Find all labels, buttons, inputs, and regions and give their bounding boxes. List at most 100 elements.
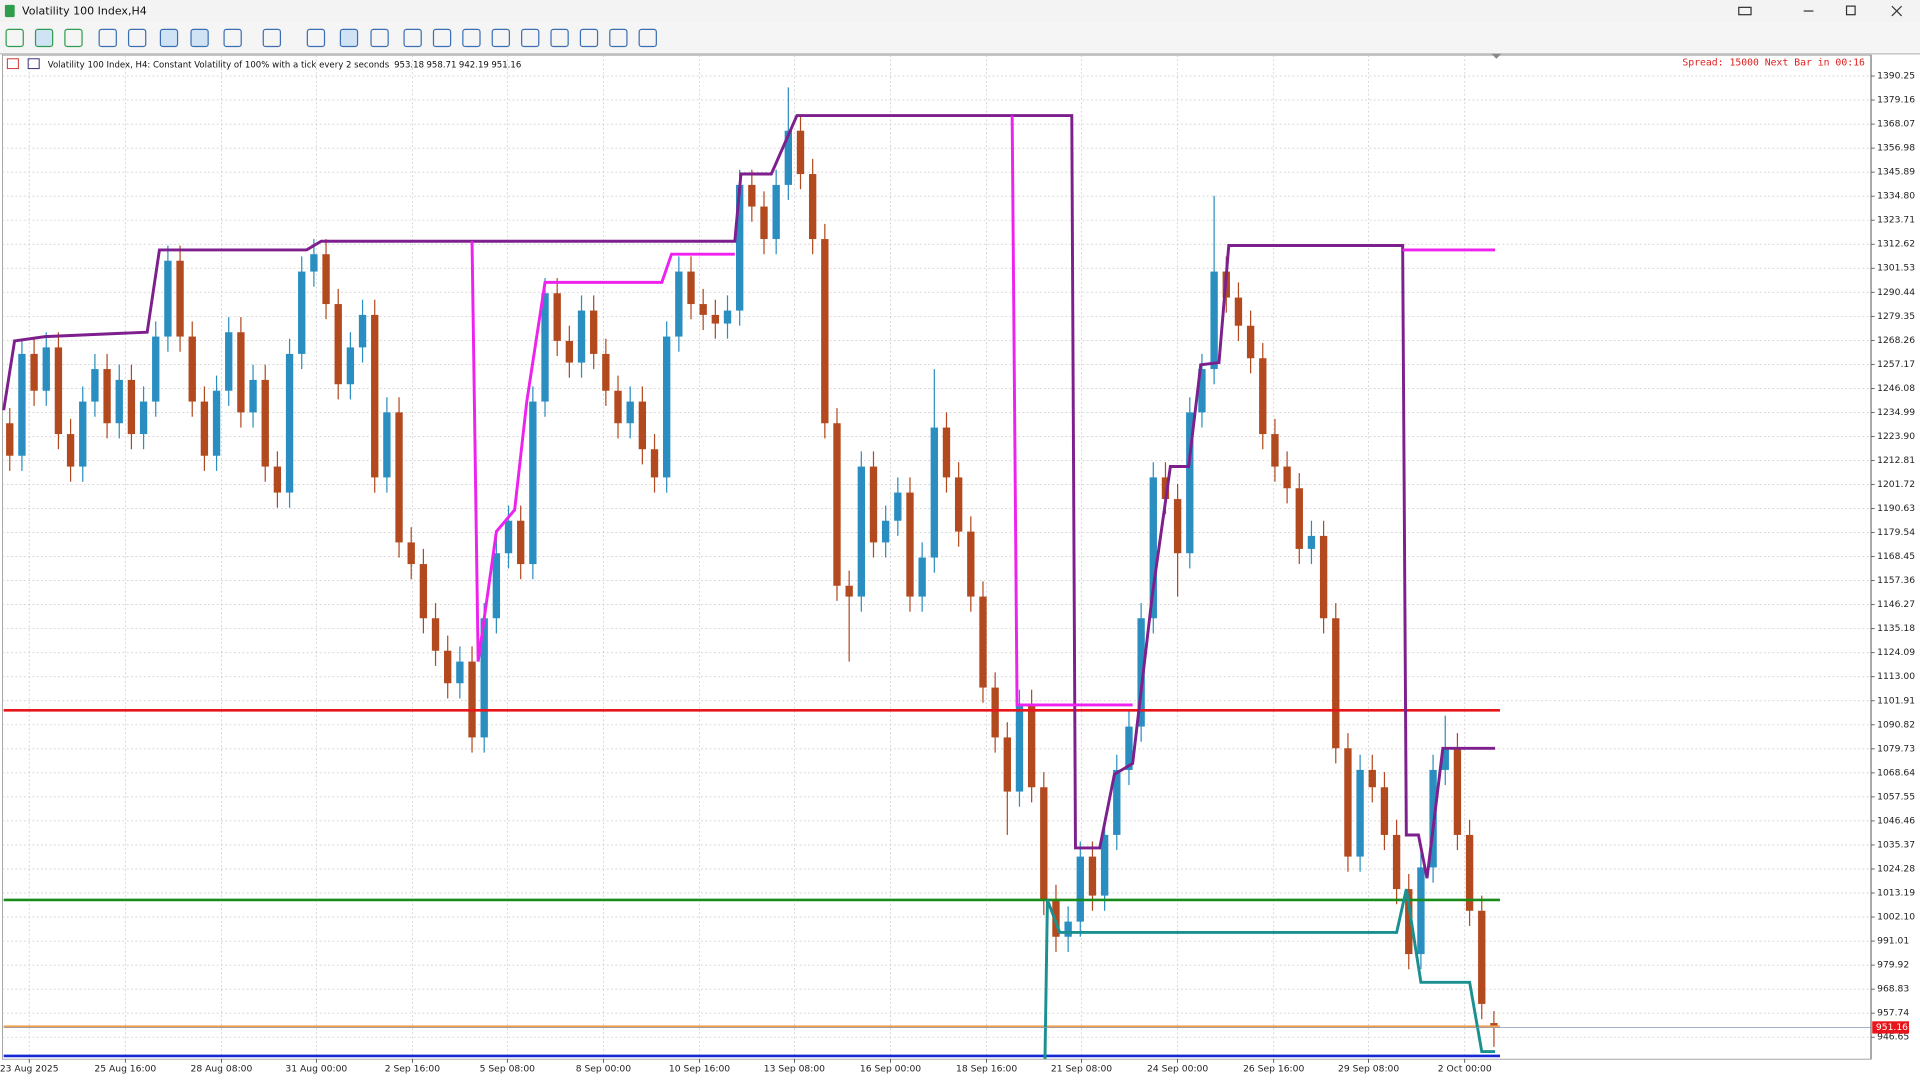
x-tick-label: 31 Aug 00:00 [285,1063,347,1074]
toolbar-button[interactable] [127,28,147,48]
candle-body [991,687,999,738]
maximize-button[interactable] [1845,5,1856,16]
candle-body [371,314,379,478]
candle-body [1356,769,1364,857]
toolbar-button[interactable] [5,28,24,48]
candle-body [1186,412,1194,554]
x-tick-label: 21 Sep 08:00 [1051,1063,1112,1074]
bid-price-label: 951.16 [1876,1022,1908,1033]
candle-body [1149,477,1157,619]
y-tick-label: 1146.27 [1877,599,1915,610]
toolbar-button[interactable] [432,28,452,48]
toolbar-button[interactable] [98,28,117,48]
candle-body [1319,535,1328,619]
candle-body [1392,834,1401,890]
candle-body [1015,704,1024,792]
y-tick-label: 1057.55 [1877,791,1915,802]
candle-body [979,596,987,688]
x-tick-label: 24 Sep 00:00 [1147,1063,1208,1074]
close-button[interactable] [1891,5,1903,17]
toolbar-button[interactable] [403,28,422,48]
chart-icon[interactable] [27,58,40,70]
y-tick-label: 1068.64 [1877,767,1915,778]
ohlc-low: 942.19 [459,60,489,70]
candle-body [1040,787,1048,900]
candle-body [66,434,75,467]
toolbar-button[interactable] [550,28,569,48]
toolbar-button[interactable] [370,28,389,48]
candle-body [310,254,318,272]
candle-body [358,314,367,348]
candle-body [176,260,184,337]
y-tick-label: 1379.16 [1877,95,1915,106]
title-bar [0,0,1920,23]
toolbar-button[interactable] [638,28,657,48]
candle-body [1088,856,1097,896]
y-tick-label: 968.83 [1877,984,1909,995]
candle-body [638,401,647,450]
y-tick-label: 1090.82 [1877,719,1915,730]
candle-body [152,336,160,402]
candle-body [529,401,537,565]
candle-body [760,206,768,240]
toolbar-button[interactable] [339,28,359,48]
toolbar-button[interactable] [223,28,242,48]
candle-body [723,310,732,324]
candle-body [54,347,63,435]
toolbar-button[interactable] [64,28,83,48]
x-tick-label: 26 Sep 16:00 [1243,1063,1304,1074]
candle-body [115,379,123,424]
toolbar-button[interactable] [491,28,510,48]
toolbar-button[interactable] [521,28,540,48]
candle-body [942,427,951,478]
axes: 1390.25 1379.16 1368.07 1356.98 1345.89 1334.… [0,55,1915,1074]
x-tick-label: 2 Sep 16:00 [385,1063,441,1074]
ohlc-close: 951.16 [491,60,521,70]
candle-body [772,184,780,240]
y-tick-label: 1356.98 [1877,143,1915,154]
toolbar-button[interactable] [159,28,179,48]
toolbar-button[interactable] [609,28,628,48]
toolbar-button[interactable] [579,28,599,48]
indicator-list-icon[interactable] [6,58,19,70]
candle-body [419,564,428,619]
toolbar-button[interactable] [262,28,282,48]
x-tick-label: 28 Aug 08:00 [191,1063,253,1074]
candle-body [1417,867,1425,955]
candle-body [930,427,938,558]
candle-body [663,336,671,478]
candle-body [1137,618,1145,727]
y-tick-label: 1035.37 [1877,839,1915,850]
y-tick-label: 957.74 [1877,1008,1909,1019]
candle-body [796,130,805,175]
candle-body [30,353,38,391]
candle-body [821,239,829,424]
restore-layout-button[interactable] [1738,6,1752,16]
candle-body [18,353,26,456]
candle-body [650,449,659,478]
toolbar-button[interactable] [462,28,481,48]
candle-body [1113,769,1121,835]
toolbar-icons [5,28,657,48]
chart-shift-marker [1491,53,1502,59]
candle-body [1490,1023,1498,1028]
y-tick-label: 1013.19 [1877,888,1915,899]
candle-body [699,304,707,315]
toolbar-button[interactable] [190,28,209,48]
candle-body [869,466,878,543]
spread-annotation: Spread: 15000 Next Bar in 00:16 [1682,57,1865,68]
y-tick-label: 946.65 [1877,1032,1909,1043]
candle-body [1465,834,1474,911]
window-title: Volatility 100 Index,H4 [22,5,147,18]
candle-body [687,271,695,305]
candle-body [395,412,403,543]
candle-body [833,423,841,586]
candle-body [1234,297,1243,326]
candle-body [346,347,355,385]
y-tick-label: 1301.53 [1877,263,1915,274]
toolbar-button[interactable] [34,28,54,48]
candle-body [906,492,914,597]
candle-body [480,618,488,738]
toolbar-button[interactable] [306,28,326,48]
